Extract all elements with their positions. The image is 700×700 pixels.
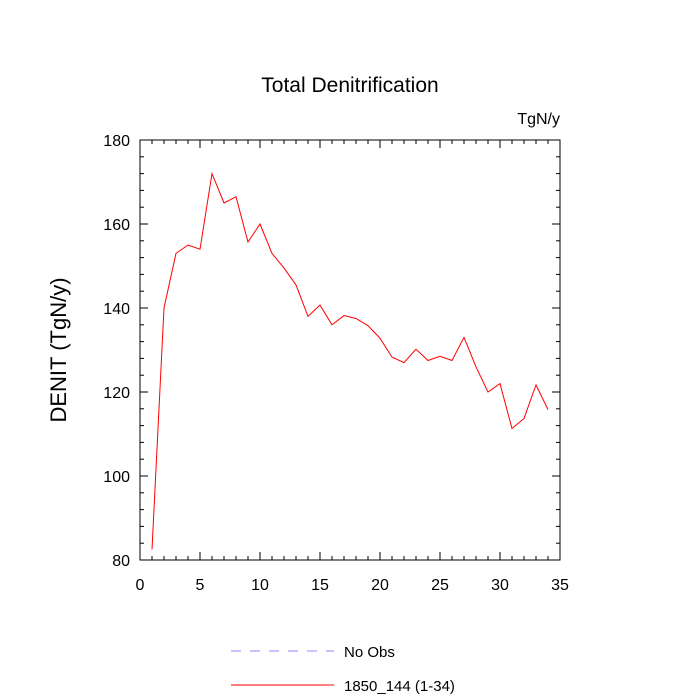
series-line bbox=[151, 171, 549, 550]
y-tick-label: 140 bbox=[103, 301, 130, 318]
x-tick-label: 25 bbox=[431, 577, 449, 594]
axis-tick-labels: 0 5 10 15 20 25 30 35 80 100 120 140 160 180 bbox=[103, 133, 569, 594]
legend-label: 1850_144 (1-34) bbox=[344, 678, 455, 695]
x-tick-label: 5 bbox=[196, 577, 205, 594]
x-tick-label: 0 bbox=[136, 577, 145, 594]
chart-title: Total Denitrification bbox=[261, 74, 438, 97]
y-axis-label: DENIT (TgN/y) bbox=[46, 277, 71, 422]
x-tick-label: 35 bbox=[551, 577, 569, 594]
y-tick-label: 100 bbox=[103, 469, 130, 486]
axis-ticks bbox=[139, 139, 561, 561]
y-tick-label: 180 bbox=[103, 133, 130, 150]
legend: No Obs 1850_144 (1-34) bbox=[231, 644, 455, 695]
x-tick-label: 20 bbox=[371, 577, 389, 594]
x-tick-label: 10 bbox=[251, 577, 269, 594]
series-layer bbox=[151, 171, 549, 550]
plot-frame bbox=[139, 139, 561, 561]
legend-label: No Obs bbox=[344, 644, 395, 661]
y-tick-label: 160 bbox=[103, 217, 130, 234]
y-tick-label: 120 bbox=[103, 385, 130, 402]
y-tick-label: 80 bbox=[112, 553, 130, 570]
units-label: TgN/y bbox=[517, 111, 560, 128]
x-tick-label: 15 bbox=[311, 577, 329, 594]
x-tick-label: 30 bbox=[491, 577, 509, 594]
